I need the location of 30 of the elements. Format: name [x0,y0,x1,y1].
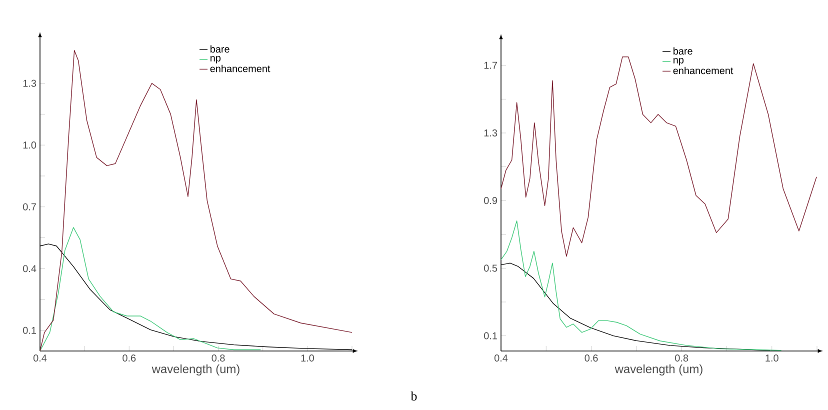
x-tick-label: 1.0 [301,354,314,362]
x-tick-label: 0.4 [33,354,47,362]
legend-label: bare [674,47,692,55]
x-axis-title: wavelength (um) [614,364,702,376]
legend-label: enhancement [210,64,270,72]
legend-label: enhancement [673,66,734,74]
legend-label: np [674,58,684,66]
line-series [500,220,782,351]
line-series [500,56,817,257]
y-tick-label: 1.3 [23,80,36,87]
x-tick-label: 0.4 [494,354,508,362]
legend-label: np [210,56,221,64]
y-tick-label: 1.0 [23,142,36,149]
y-tick-label: 0.9 [484,197,498,204]
y-tick-label: 1.3 [484,129,498,136]
y-tick-label: 0.1 [484,332,498,340]
y-tick-label: 0.5 [484,264,498,272]
x-axis-title: wavelength (um) [152,364,240,376]
y-tick-label: 0.7 [23,203,36,210]
y-tick-label: 0.4 [23,265,36,272]
text: b [410,391,417,401]
x-tick-label: 0.8 [212,354,225,362]
x-tick-label: 0.6 [122,354,136,362]
line-series [40,227,261,352]
legend-label: bare [210,45,230,53]
x-tick-label: 0.6 [584,354,598,362]
y-tick-label: 1.7 [484,62,497,69]
x-tick-label: 0.8 [675,354,688,362]
x-tick-label: 1.0 [766,354,778,362]
y-tick-label: 0.1 [23,326,36,334]
